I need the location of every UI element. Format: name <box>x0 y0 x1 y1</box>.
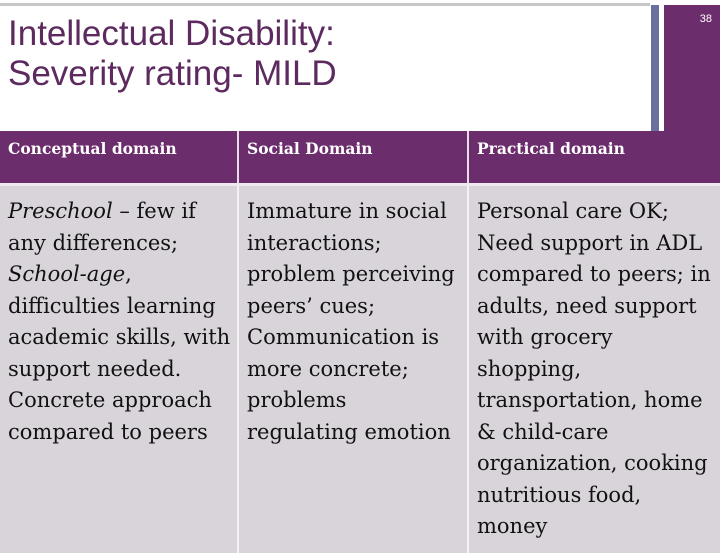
header-conceptual: Conceptual domain <box>0 131 239 186</box>
severity-table: Conceptual domain Social Domain Practica… <box>0 131 720 553</box>
decorative-bar <box>651 5 659 131</box>
slide-title: Intellectual Disability: Severity rating… <box>8 14 337 94</box>
title-line-2: Severity rating- MILD <box>8 54 337 93</box>
school-age-label: School-age <box>8 262 126 286</box>
header-practical: Practical domain <box>468 131 720 186</box>
cell-social: Immature in social interactions; problem… <box>238 184 469 553</box>
slide-number-box: 38 <box>664 5 720 131</box>
school-age-text: , difficulties learning academic skills,… <box>8 262 231 444</box>
slide-number: 38 <box>699 13 712 25</box>
cell-practical: Personal care OK; Need support in ADL co… <box>468 184 720 553</box>
preschool-text: – few if any differences; <box>8 199 196 255</box>
title-line-1: Intellectual Disability: <box>8 14 335 53</box>
preschool-label: Preschool <box>8 199 113 223</box>
table-header-row: Conceptual domain Social Domain Practica… <box>0 131 720 186</box>
table-row: Preschool – few if any differences; Scho… <box>0 184 720 553</box>
cell-conceptual: Preschool – few if any differences; Scho… <box>0 184 239 553</box>
header-social: Social Domain <box>238 131 469 186</box>
top-divider <box>0 3 650 6</box>
